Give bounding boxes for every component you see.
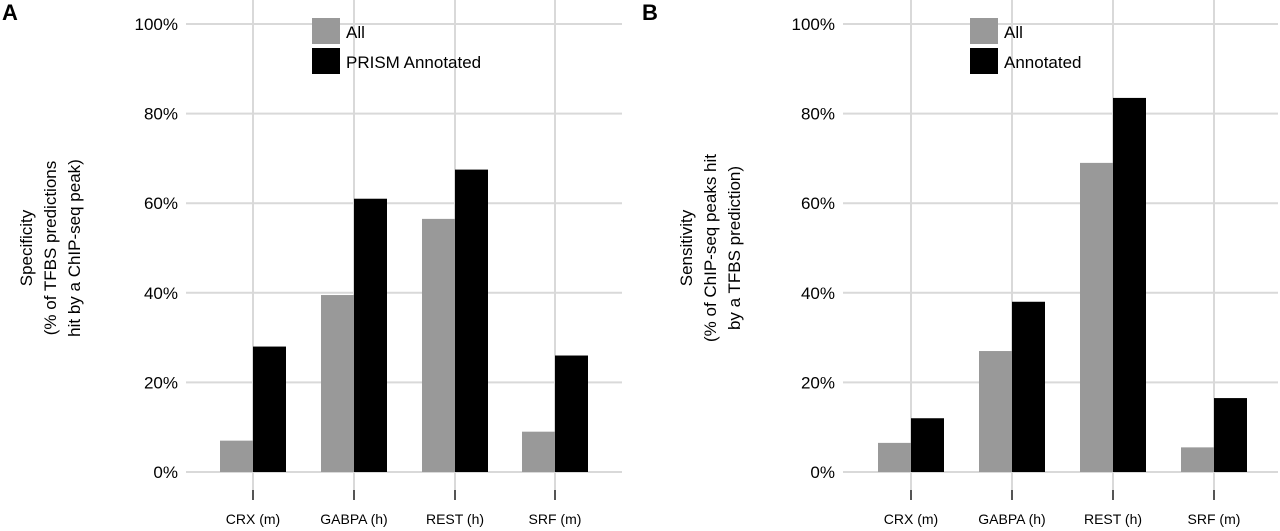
- x-tick-label: SRF (m): [1188, 511, 1241, 527]
- legend-label: PRISM Annotated: [346, 53, 481, 72]
- y-axis-label-line: (% of ChIP-seq peaks hit: [701, 154, 720, 342]
- x-tick-label: CRX (m): [884, 511, 938, 527]
- y-axis-label-line: hit by a ChIP-seq peak): [65, 159, 84, 337]
- bar-all-3: [522, 431, 555, 472]
- bar-prism-annotated-3: [555, 355, 588, 472]
- y-tick-label: 80%: [801, 105, 835, 124]
- legend-swatch: [970, 18, 998, 44]
- x-tick-label: GABPA (h): [320, 511, 387, 527]
- x-tick-label: REST (h): [426, 511, 484, 527]
- legend-label: Annotated: [1004, 53, 1082, 72]
- legend-swatch: [312, 48, 340, 74]
- bar-prism-annotated-0: [253, 346, 286, 472]
- y-tick-label: 40%: [144, 284, 178, 303]
- x-tick-label: REST (h): [1084, 511, 1142, 527]
- y-tick-label: 60%: [144, 194, 178, 213]
- bar-all-1: [979, 351, 1012, 472]
- x-tick-label: CRX (m): [226, 511, 280, 527]
- y-axis-label-line: Specificity: [17, 209, 36, 286]
- legend-swatch: [970, 48, 998, 74]
- chart-panel-a: A 0% 20% 40% 60% 80% 100% CRX (m) GABPA (h) REST …: [2, 0, 622, 527]
- bar-prism-annotated-1: [354, 198, 387, 472]
- chart-panel-b: B 0% 20% 40% 60% 80% 100% CRX (m) GABPA (h) REST …: [642, 0, 1278, 527]
- legend-label: All: [346, 23, 365, 42]
- y-tick-label: 80%: [144, 105, 178, 124]
- bar-all-2: [1080, 162, 1113, 472]
- bar-annotated-1: [1012, 301, 1045, 472]
- bar-all-0: [220, 440, 253, 472]
- bar-all-3: [1181, 447, 1214, 472]
- legend-label: All: [1004, 23, 1023, 42]
- y-tick-label: 100%: [135, 15, 178, 34]
- y-axis-label-line: Sensitivity: [677, 209, 696, 286]
- bar-all-0: [878, 442, 911, 472]
- y-tick-label: 0%: [153, 463, 178, 482]
- y-axis-label-line: (% of TFBS predictions: [41, 161, 60, 335]
- bar-annotated-3: [1214, 398, 1247, 472]
- bar-annotated-2: [1113, 97, 1146, 473]
- panel-letter: A: [2, 0, 18, 25]
- bar-all-1: [321, 295, 354, 472]
- y-tick-label: 20%: [801, 373, 835, 392]
- y-tick-label: 40%: [801, 284, 835, 303]
- y-tick-label: 100%: [792, 15, 835, 34]
- y-axis-label-line: by a TFBS prediction): [725, 166, 744, 330]
- y-tick-label: 60%: [801, 194, 835, 213]
- bar-prism-annotated-2: [455, 169, 488, 472]
- x-tick-label: SRF (m): [529, 511, 582, 527]
- y-tick-label: 0%: [810, 463, 835, 482]
- x-tick-label: GABPA (h): [978, 511, 1045, 527]
- bar-all-2: [422, 218, 455, 472]
- bar-annotated-0: [911, 418, 944, 472]
- y-tick-label: 20%: [144, 373, 178, 392]
- panel-letter: B: [642, 0, 658, 25]
- legend-swatch: [312, 18, 340, 44]
